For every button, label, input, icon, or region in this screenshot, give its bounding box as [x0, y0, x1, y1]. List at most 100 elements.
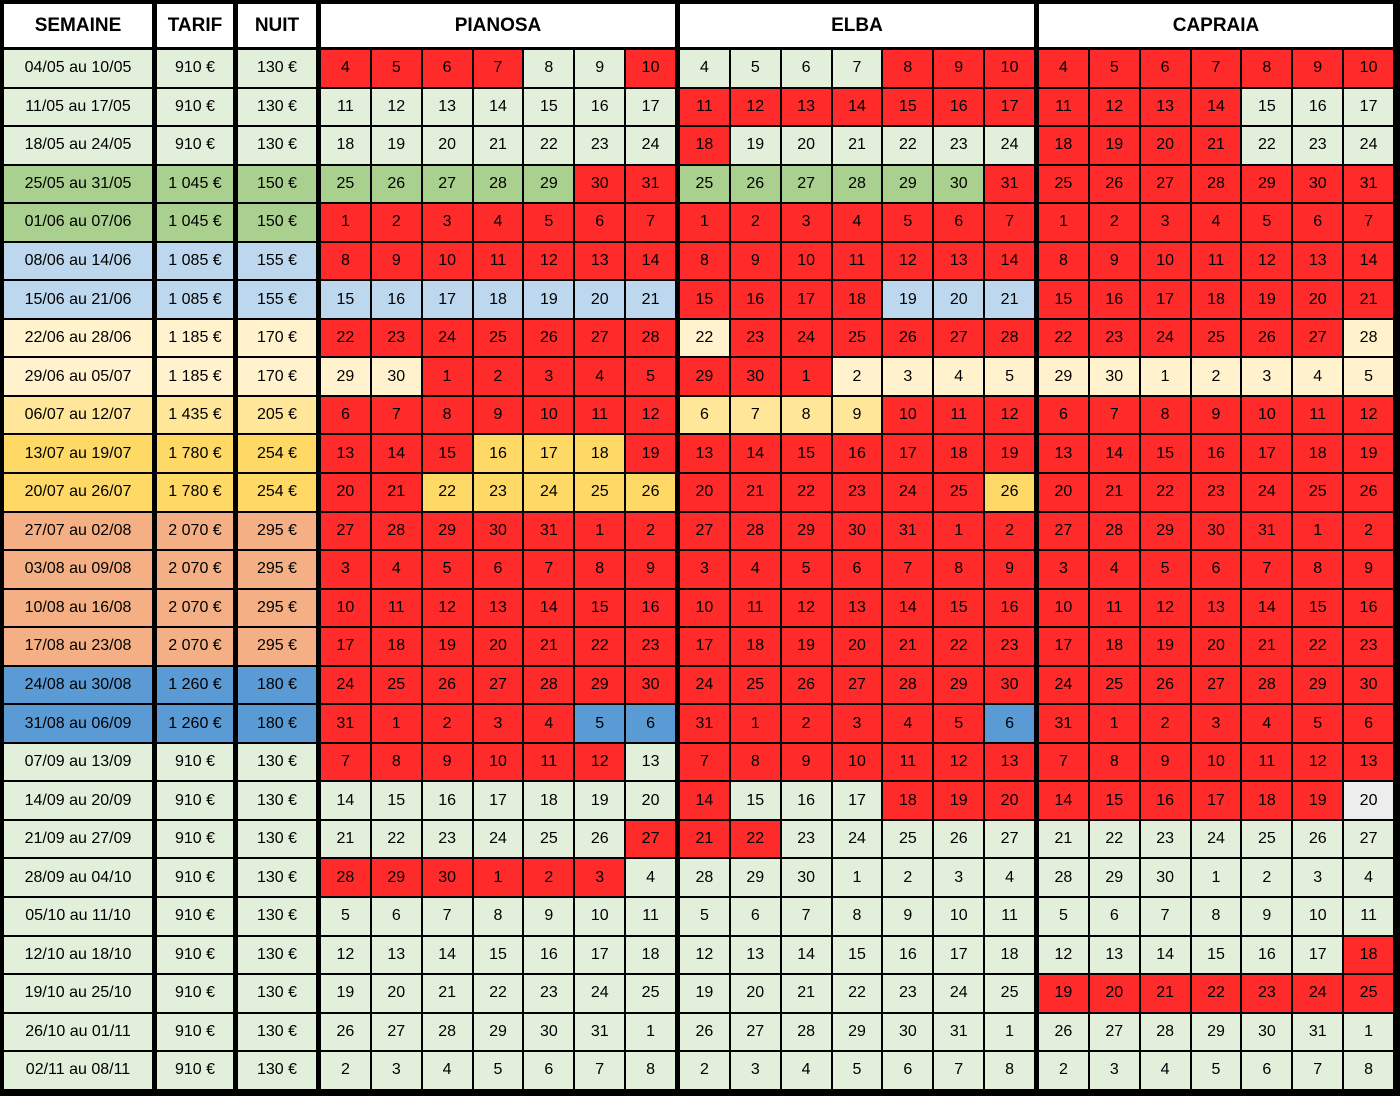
day-booked[interactable]: 30 [729, 357, 781, 396]
day-available[interactable]: 22 [1088, 819, 1140, 859]
day-available[interactable]: 16 [523, 935, 575, 975]
day-available[interactable]: 31 [933, 1012, 985, 1052]
day-available[interactable]: 23 [882, 974, 934, 1013]
day-available[interactable]: 14 [780, 935, 832, 975]
day-booked[interactable]: 30 [831, 511, 883, 551]
day-booked[interactable]: 3 [831, 704, 883, 743]
day-available[interactable]: 18 [984, 935, 1035, 975]
day-available[interactable]: 8 [1343, 1051, 1394, 1090]
day-booked[interactable]: 14 [729, 434, 781, 474]
day-booked[interactable]: 1 [574, 511, 626, 551]
day-available[interactable]: 22 [882, 126, 934, 165]
day-available[interactable]: 22 [679, 318, 730, 358]
day-booked[interactable]: 14 [882, 588, 934, 628]
day-booked[interactable]: 22 [320, 318, 371, 358]
day-booked[interactable]: 9 [1343, 550, 1394, 589]
day-available[interactable]: 31 [574, 1012, 626, 1052]
day-booked[interactable]: 6 [831, 550, 883, 589]
day-booked[interactable]: 7 [984, 203, 1035, 242]
day-booked[interactable]: 10 [472, 742, 524, 782]
day-booked[interactable]: 8 [1292, 550, 1344, 589]
day-available[interactable]: 4 [679, 49, 730, 88]
day-booked[interactable]: 2 [1343, 511, 1394, 551]
day-available[interactable]: 3 [933, 858, 985, 898]
day-booked[interactable]: 26 [1088, 164, 1140, 204]
day-booked[interactable]: 14 [1343, 241, 1394, 281]
day-booked[interactable]: 3 [679, 550, 730, 589]
day-booked[interactable]: 26 [523, 318, 575, 358]
day-available[interactable]: 27 [780, 164, 832, 204]
day-booked[interactable]: 16 [1088, 280, 1140, 319]
day-booked[interactable]: 18 [1088, 627, 1140, 666]
day-booked[interactable]: 27 [472, 665, 524, 705]
day-booked[interactable]: 23 [1088, 318, 1140, 358]
day-booked[interactable]: 8 [1241, 49, 1293, 88]
day-booked[interactable]: 10 [523, 395, 575, 435]
day-booked[interactable]: 25 [1343, 974, 1394, 1013]
day-available[interactable]: 24 [472, 819, 524, 859]
day-booked[interactable]: 21 [1088, 473, 1140, 512]
day-booked[interactable]: 3 [320, 550, 371, 589]
day-booked[interactable]: 4 [1190, 203, 1242, 242]
day-available[interactable]: 23 [472, 473, 524, 512]
day-booked[interactable]: 15 [679, 280, 730, 319]
day-booked[interactable]: 11 [729, 588, 781, 628]
day-available[interactable]: 21 [984, 280, 1035, 319]
day-booked[interactable]: 30 [984, 665, 1035, 705]
day-available[interactable]: 17 [1292, 935, 1344, 975]
day-booked[interactable]: 1 [1038, 203, 1089, 242]
day-available[interactable]: 23 [421, 819, 473, 859]
day-booked[interactable]: 13 [1292, 241, 1344, 281]
day-booked[interactable]: 8 [1038, 241, 1089, 281]
day-available[interactable]: 6 [882, 1051, 934, 1090]
day-available[interactable]: 23 [780, 819, 832, 859]
day-available[interactable]: 28 [831, 164, 883, 204]
day-booked[interactable]: 23 [984, 627, 1035, 666]
day-booked[interactable]: 11 [831, 241, 883, 281]
day-available[interactable]: 24 [523, 473, 575, 512]
day-booked[interactable]: 7 [679, 742, 730, 782]
day-booked[interactable]: 20 [1292, 280, 1344, 319]
day-available[interactable]: 9 [574, 49, 626, 88]
day-available[interactable]: 15 [729, 781, 781, 820]
day-booked[interactable]: 3 [1038, 550, 1089, 589]
day-booked[interactable]: 2 [780, 704, 832, 743]
day-available[interactable]: 13 [625, 742, 676, 782]
day-available[interactable]: 26 [1038, 1012, 1089, 1052]
day-booked[interactable]: 26 [882, 318, 934, 358]
day-booked[interactable]: 12 [625, 395, 676, 435]
day-available[interactable]: 7 [1292, 1051, 1344, 1090]
day-booked[interactable]: 6 [1292, 203, 1344, 242]
day-booked[interactable]: 1 [729, 704, 781, 743]
day-booked[interactable]: 19 [421, 627, 473, 666]
day-booked[interactable]: 13 [933, 241, 985, 281]
day-booked[interactable]: 22 [1139, 473, 1191, 512]
day-available[interactable]: 5 [984, 357, 1035, 396]
day-booked[interactable]: 21 [1190, 126, 1242, 165]
day-booked[interactable]: 7 [320, 742, 371, 782]
day-booked[interactable]: 7 [1241, 550, 1293, 589]
day-available[interactable]: 17 [472, 781, 524, 820]
day-available[interactable]: 28 [1139, 1012, 1191, 1052]
day-booked[interactable]: 3 [574, 858, 626, 898]
day-booked[interactable]: 10 [320, 588, 371, 628]
day-available[interactable]: 27 [729, 1012, 781, 1052]
day-booked[interactable]: 27 [625, 819, 676, 859]
day-available[interactable]: 26 [370, 164, 422, 204]
day-booked[interactable]: 25 [1038, 164, 1089, 204]
day-available[interactable]: 13 [370, 935, 422, 975]
day-available[interactable]: 6 [729, 897, 781, 936]
day-booked[interactable]: 10 [1343, 49, 1394, 88]
day-booked[interactable]: 17 [1038, 627, 1089, 666]
day-available[interactable]: 29 [882, 164, 934, 204]
day-booked[interactable]: 7 [1190, 49, 1242, 88]
day-booked[interactable]: 25 [831, 318, 883, 358]
day-booked[interactable]: 31 [984, 164, 1035, 204]
day-booked[interactable]: 22 [1190, 974, 1242, 1013]
day-booked[interactable]: 12 [780, 588, 832, 628]
day-booked[interactable]: 15 [780, 434, 832, 474]
day-booked[interactable]: 6 [421, 49, 473, 88]
day-available[interactable]: 6 [1241, 1051, 1293, 1090]
day-booked[interactable]: 15 [1139, 434, 1191, 474]
day-available[interactable]: 18 [472, 280, 524, 319]
